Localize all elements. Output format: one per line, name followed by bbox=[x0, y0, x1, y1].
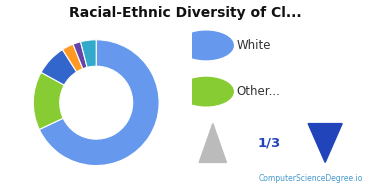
Text: Other...: Other... bbox=[237, 85, 280, 98]
Wedge shape bbox=[41, 50, 77, 85]
Wedge shape bbox=[63, 44, 83, 72]
Wedge shape bbox=[39, 40, 159, 166]
Text: 1/3: 1/3 bbox=[258, 137, 280, 150]
Polygon shape bbox=[199, 124, 226, 162]
Wedge shape bbox=[73, 42, 87, 69]
Text: 68%: 68% bbox=[95, 105, 117, 113]
Text: Racial-Ethnic Diversity of Cl...: Racial-Ethnic Diversity of Cl... bbox=[69, 6, 301, 20]
Text: White: White bbox=[237, 39, 271, 52]
Text: ComputerScienceDegree.io: ComputerScienceDegree.io bbox=[258, 174, 363, 183]
Circle shape bbox=[179, 77, 233, 106]
Polygon shape bbox=[308, 124, 342, 162]
Wedge shape bbox=[33, 72, 64, 130]
Wedge shape bbox=[81, 40, 96, 67]
Circle shape bbox=[179, 31, 233, 60]
